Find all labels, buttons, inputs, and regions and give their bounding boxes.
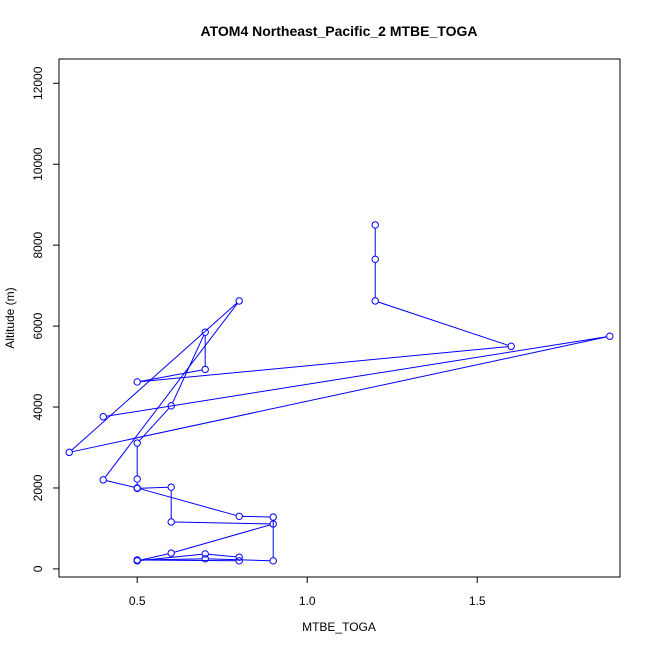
data-point: [133, 484, 141, 492]
data-point: [167, 483, 175, 491]
y-tick-label: 2000: [31, 474, 45, 501]
data-point: [201, 328, 209, 336]
data-point: [99, 413, 107, 421]
data-point: [269, 513, 277, 521]
y-tick-label: 10000: [31, 147, 45, 181]
y-axis-label: Altitude (m): [3, 287, 17, 348]
data-point: [606, 332, 614, 340]
y-tick-label: 0: [31, 565, 45, 572]
data-point: [201, 555, 209, 563]
plot-area-border: [58, 58, 621, 578]
data-point: [235, 557, 243, 565]
series-line-segment: [106, 336, 607, 417]
data-point: [167, 402, 175, 410]
chart-title: ATOM4 Northeast_Pacific_2 MTBE_TOGA: [201, 23, 478, 39]
x-tick-label: 0.5: [129, 594, 146, 608]
x-axis: 0.5 1.0 1.5: [129, 576, 486, 608]
data-point: [167, 549, 175, 557]
series-line-segment: [71, 302, 238, 451]
data-point: [235, 512, 243, 520]
x-tick-label: 1.0: [299, 594, 316, 608]
data-point: [65, 448, 73, 457]
series-line-segment: [208, 558, 271, 562]
data-point: [99, 476, 107, 484]
data-point: [133, 475, 141, 483]
series-line-segment: [72, 336, 607, 453]
series-line-segment: [140, 558, 203, 561]
data-point: [507, 342, 515, 351]
series-line-segment: [174, 521, 271, 525]
data-point: [371, 297, 379, 305]
data-point: [371, 221, 379, 229]
data-point: [269, 557, 277, 565]
y-axis: 0 2000 4000 6000 8000 10000 12000: [31, 66, 60, 572]
series-layer: [65, 221, 614, 565]
data-point: [371, 255, 379, 264]
y-tick-label: 4000: [31, 393, 45, 420]
series-line-segment: [140, 346, 509, 383]
data-point: [133, 556, 141, 564]
series-line-segment: [106, 480, 135, 488]
data-point: [133, 439, 141, 447]
y-tick-label: 6000: [31, 312, 45, 339]
series-line-segment: [208, 553, 237, 558]
y-tick-label: 8000: [31, 231, 45, 258]
y-tick-label: 12000: [31, 66, 45, 100]
series-line-segment: [378, 301, 509, 346]
series-line-segment: [138, 407, 170, 442]
series-line-segment: [172, 334, 205, 404]
data-point: [201, 365, 209, 374]
series-line-segment: [140, 369, 203, 382]
data-point: [167, 518, 175, 526]
series-line-segment: [140, 486, 169, 489]
series-line-segment: [140, 553, 169, 561]
x-axis-label: MTBE_TOGA: [302, 620, 376, 634]
series-line-segment: [104, 303, 238, 478]
data-point: [235, 297, 243, 305]
data-point: [235, 553, 243, 561]
series-line-segment: [242, 515, 271, 518]
data-point: [133, 378, 141, 386]
series-line-segment: [174, 524, 271, 553]
series-line-segment: [140, 488, 237, 516]
data-point: [201, 550, 209, 558]
x-tick-label: 1.5: [469, 594, 486, 608]
